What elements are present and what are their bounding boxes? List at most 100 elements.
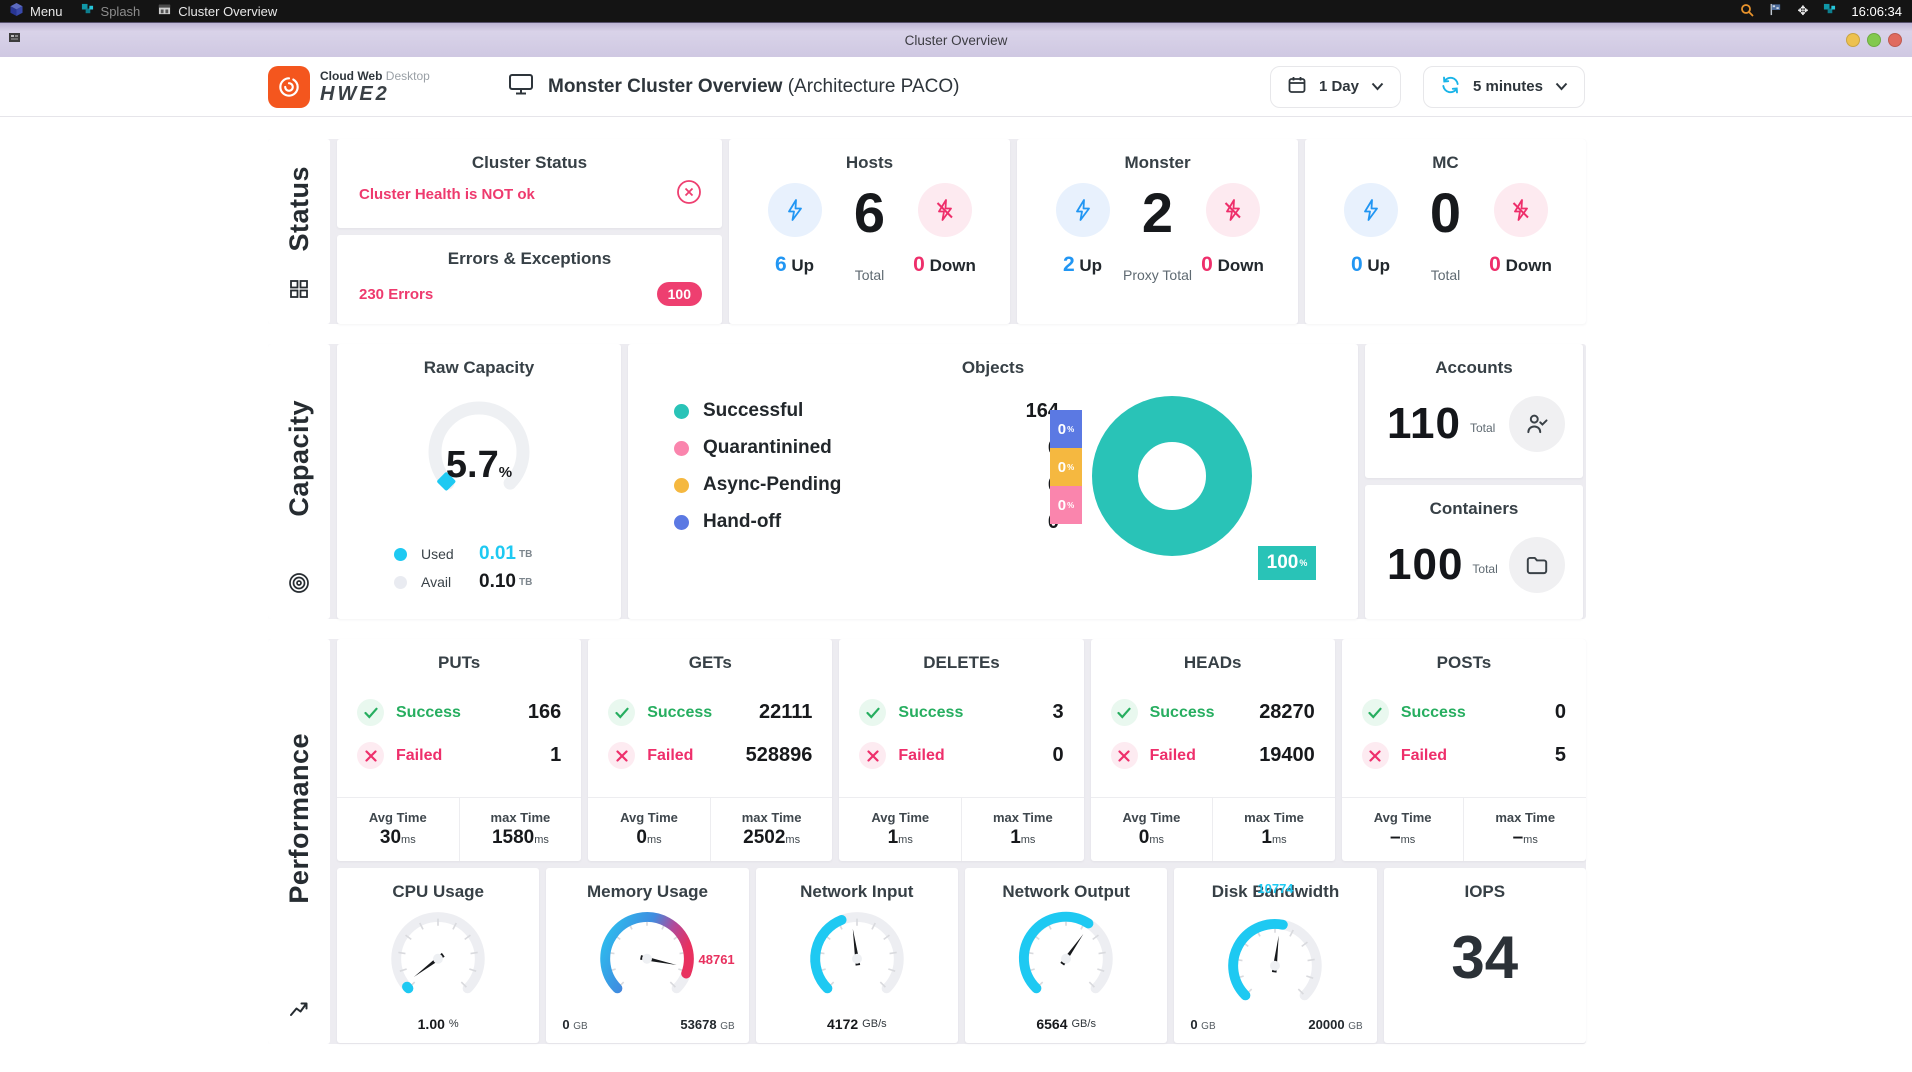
accounts-value: 110 xyxy=(1387,399,1461,448)
brand-logo: Cloud Web Desktop HWE2 xyxy=(268,65,458,108)
brand-wordmark: HWE2 xyxy=(320,83,390,105)
errors-count: 230 Errors xyxy=(359,285,434,303)
failed-label: Failed xyxy=(396,746,443,764)
monster-total-value: 2 xyxy=(1141,181,1174,244)
move-icon[interactable]: ✥ xyxy=(1797,3,1809,18)
refresh-interval-dropdown[interactable]: 5 minutes xyxy=(1422,65,1585,108)
successful-label: Successful xyxy=(703,400,804,421)
posts-failed-value: 5 xyxy=(1554,744,1567,766)
posts-title: POSTs xyxy=(1436,653,1492,672)
splash-icon xyxy=(81,3,94,19)
error-circle-icon xyxy=(676,179,702,210)
raw-capacity-title: Raw Capacity xyxy=(423,358,535,377)
network-output-gauge-card: Network Output 6564 GB/s xyxy=(964,868,1168,1043)
monster-up-value: 2 xyxy=(1062,253,1075,276)
taskbar-menu[interactable]: Menu xyxy=(10,3,63,19)
status-section-label-column: Status xyxy=(268,139,330,324)
cpu-usage-value: 1.00 xyxy=(417,1016,445,1032)
brand-logo-icon xyxy=(268,65,310,108)
capacity-section: Capacity Raw Capacity 5.7% Used 0.01 TB … xyxy=(268,344,1586,619)
legend-item-async-pending: Async-Pending 0 xyxy=(674,470,1059,500)
network-input-title: Network Input xyxy=(800,882,914,901)
bullseye-icon xyxy=(288,572,310,599)
total-label: Total xyxy=(854,267,885,283)
success-check-icon xyxy=(357,699,384,726)
objects-title: Objects xyxy=(961,358,1025,377)
gets-card: GETs Success 22111 Failed 528896 xyxy=(588,639,833,861)
legend-item-hand-off: Hand-off 0 xyxy=(674,507,1059,537)
taskbar-window-cluster-overview[interactable]: Cluster Overview xyxy=(158,3,277,19)
iops-title: IOPS xyxy=(1464,882,1506,901)
heads-max-time: 1ms xyxy=(1261,827,1287,848)
deletes-avg-time: 1ms xyxy=(887,827,913,848)
failed-label: Failed xyxy=(1400,746,1448,764)
capacity-section-label-column: Capacity xyxy=(268,344,330,619)
hand-off-label: Hand-off xyxy=(703,511,782,532)
monster-down-value: 0 xyxy=(1201,253,1213,276)
page-title: Monster Cluster Overview xyxy=(548,75,783,97)
window-titlebar: Cluster Overview xyxy=(0,22,1912,57)
objects-card: Objects Successful 164 Quarantinined 0 A… xyxy=(628,344,1358,619)
up-bolt-icon xyxy=(767,183,822,237)
async-pending-percent-badge: 0% xyxy=(1050,448,1082,486)
successful-percent-badge: 100% xyxy=(1258,546,1316,580)
up-label: Up xyxy=(791,256,815,275)
brand-suffix: Desktop xyxy=(385,69,430,83)
status-section: Status Cluster Status Cluster Health is … xyxy=(268,139,1586,324)
legend-item-successful: Successful 164 xyxy=(674,396,1059,426)
search-icon[interactable] xyxy=(1740,3,1755,20)
hosts-total-value: 6 xyxy=(853,181,886,244)
hosts-card: Hosts 6 Up 6 Total 0 Down xyxy=(729,139,1010,324)
monster-card: Monster 2 Up 2 Proxy Total 0 Down xyxy=(1017,139,1298,324)
gets-title: GETs xyxy=(688,653,732,672)
posts-card: POSTs Success 0 Failed 5 xyxy=(1341,639,1587,861)
success-label: Success xyxy=(1400,703,1466,721)
avg-time-label: Avg Time xyxy=(871,810,930,825)
heads-avg-time: 0ms xyxy=(1138,827,1165,848)
disk-bandwidth-gauge xyxy=(1228,905,1341,1010)
time-range-value: 1 Day xyxy=(1318,78,1359,95)
flag-icon[interactable] xyxy=(1769,3,1782,19)
success-check-icon xyxy=(859,699,887,726)
failed-x-icon xyxy=(357,742,384,769)
cluster-health-message: Cluster Health is NOT ok xyxy=(359,186,535,203)
max-time-label: max Time xyxy=(1244,810,1304,825)
used-unit: TB xyxy=(518,548,533,560)
deletes-success-value: 3 xyxy=(1052,701,1064,723)
used-dot xyxy=(394,547,407,561)
iops-card: IOPS 34 xyxy=(1383,868,1586,1043)
page-subtitle: (Architecture PACO) xyxy=(787,75,960,97)
minimize-button[interactable] xyxy=(1846,33,1860,47)
posts-max-time: –ms xyxy=(1512,827,1538,848)
memory-usage-gauge-card: Memory Usage 48761 0 GB 53678 GB xyxy=(546,868,749,1043)
failed-x-icon xyxy=(859,742,887,769)
status-section-label: Status xyxy=(283,166,314,252)
down-label: Down xyxy=(1505,256,1552,275)
failed-label: Failed xyxy=(647,746,694,764)
cpu-usage-gauge xyxy=(372,898,504,1003)
taskbar: Menu Splash Cluster Overview ✥ 16:06:34 xyxy=(0,0,1912,22)
puts-max-time: 1580ms xyxy=(491,827,549,848)
cluster-status-title: Cluster Status xyxy=(471,153,588,172)
mc-title: MC xyxy=(1432,153,1459,172)
avail-unit: TB xyxy=(518,576,533,588)
failed-x-icon xyxy=(1361,742,1389,769)
taskbar-menu-label: Menu xyxy=(30,3,63,19)
calendar-icon xyxy=(1287,75,1307,99)
workspaces-icon[interactable] xyxy=(1823,3,1836,19)
disk-min: 0 xyxy=(1190,1017,1198,1032)
time-range-dropdown[interactable]: 1 Day xyxy=(1269,65,1401,108)
mc-card: MC 0 Up 0 Total 0 Down xyxy=(1305,139,1586,324)
errors-badge: 100 xyxy=(656,282,702,306)
percent-unit: % xyxy=(498,464,513,481)
puts-success-value: 166 xyxy=(527,701,562,723)
chevron-down-icon xyxy=(1555,78,1568,95)
taskbar-splash[interactable]: Splash xyxy=(81,3,140,19)
posts-avg-time: –ms xyxy=(1389,827,1416,848)
raw-capacity-percent: 5.7 xyxy=(445,444,499,486)
maximize-button[interactable] xyxy=(1867,33,1881,47)
close-button[interactable] xyxy=(1888,33,1902,47)
success-check-icon xyxy=(608,699,636,726)
down-bolt-icon xyxy=(1205,183,1260,237)
heads-title: HEADs xyxy=(1183,653,1242,672)
